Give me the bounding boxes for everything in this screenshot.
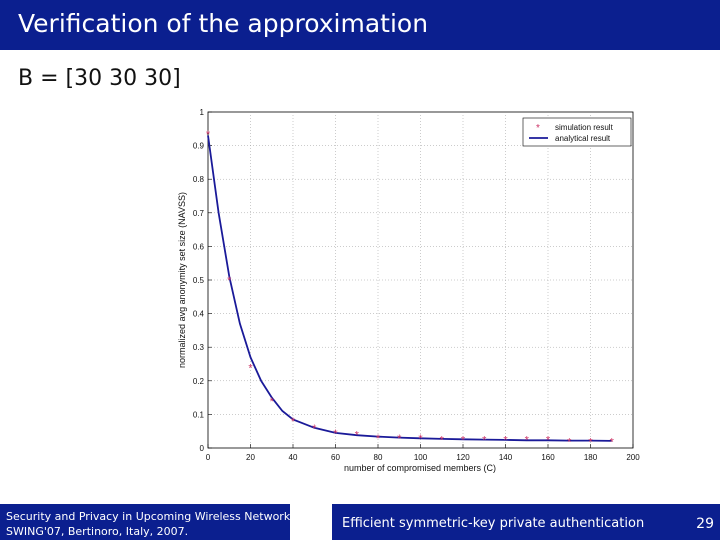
chart: 0 20 40 60 80 100 120 140 160 180 200 0 0.1 0.2 0.3 0.4… <box>177 108 640 473</box>
simulation-point: * <box>546 435 551 447</box>
y-tick-label: 0.4 <box>193 310 205 319</box>
legend-label-analytical: analytical result <box>555 134 611 143</box>
slide-title: Verification of the approximation <box>18 9 429 38</box>
y-tick-label: 0 <box>200 444 205 453</box>
simulation-point: * <box>206 129 211 141</box>
y-tick-label: 0.1 <box>193 410 205 419</box>
x-tick-label: 160 <box>541 453 555 462</box>
y-tick-label: 0.7 <box>193 209 205 218</box>
y-tick-label: 0.3 <box>193 343 205 352</box>
simulation-point: * <box>291 416 296 428</box>
simulation-point: * <box>503 435 508 447</box>
x-tick-label: 20 <box>246 453 255 462</box>
x-tick-label: 80 <box>374 453 383 462</box>
footer-talk-title-text: Efficient symmetric-key private authenti… <box>342 516 645 531</box>
y-tick-label: 0.5 <box>193 276 205 285</box>
x-tick-label: 120 <box>456 453 470 462</box>
simulation-point: * <box>418 433 423 445</box>
simulation-point: * <box>270 396 275 408</box>
x-tick-label: 0 <box>206 453 211 462</box>
simulation-point: * <box>333 428 338 440</box>
slide-subtitle: B = [30 30 30] <box>18 66 181 91</box>
axis-ticks: 0 20 40 60 80 100 120 140 160 180 200 0 0.1 0.2 0.3 0.4… <box>193 108 640 462</box>
legend: * simulation result analytical result <box>522 117 632 147</box>
simulation-point: * <box>567 436 572 448</box>
simulation-point: * <box>525 435 530 447</box>
simulation-point: * <box>248 362 253 374</box>
footer-conference-line2: SWING'07, Bertinoro, Italy, 2007. <box>6 525 189 538</box>
footer-conference: Security and Privacy in Upcoming Wireles… <box>0 504 296 540</box>
title-bar: Verification of the approximation <box>0 0 720 50</box>
simulation-point: * <box>610 436 615 448</box>
y-tick-label: 1 <box>200 108 205 117</box>
page-number: 29 <box>696 516 714 532</box>
simulation-point: * <box>355 430 360 442</box>
x-tick-label: 100 <box>414 453 428 462</box>
legend-label-simulation: simulation result <box>555 123 614 132</box>
x-tick-label: 140 <box>499 453 513 462</box>
y-tick-label: 0.6 <box>193 242 205 251</box>
x-tick-label: 40 <box>289 453 298 462</box>
simulation-point: * <box>482 435 487 447</box>
legend-box <box>522 117 632 147</box>
x-tick-label: 60 <box>331 453 340 462</box>
analytical-series-line <box>207 135 612 442</box>
footer-conference-line1: Security and Privacy in Upcoming Wireles… <box>6 510 296 523</box>
y-tick-label: 0.9 <box>193 142 205 151</box>
simulation-point: * <box>227 275 232 287</box>
footer-talk-title: Efficient symmetric-key private authenti… <box>332 504 664 540</box>
legend-marker-simulation: * <box>536 123 540 134</box>
simulation-point: * <box>440 435 445 447</box>
x-tick-label: 180 <box>584 453 598 462</box>
footer-page: 29 <box>664 504 720 540</box>
series-group: * * * * * * * * * * * * * * * * * * * * <box>206 129 615 448</box>
simulation-point: * <box>397 433 402 445</box>
simulation-point: * <box>376 433 381 445</box>
simulation-point: * <box>461 435 466 447</box>
x-tick-label: 200 <box>626 453 640 462</box>
simulation-point: * <box>312 423 317 435</box>
x-axis-label: number of compromised members (C) <box>344 463 496 473</box>
y-axis-label: normalized avg anonymity set size (NAVSS… <box>177 192 187 368</box>
y-tick-label: 0.2 <box>193 377 205 386</box>
y-tick-label: 0.8 <box>193 175 205 184</box>
simulation-point: * <box>588 436 593 448</box>
